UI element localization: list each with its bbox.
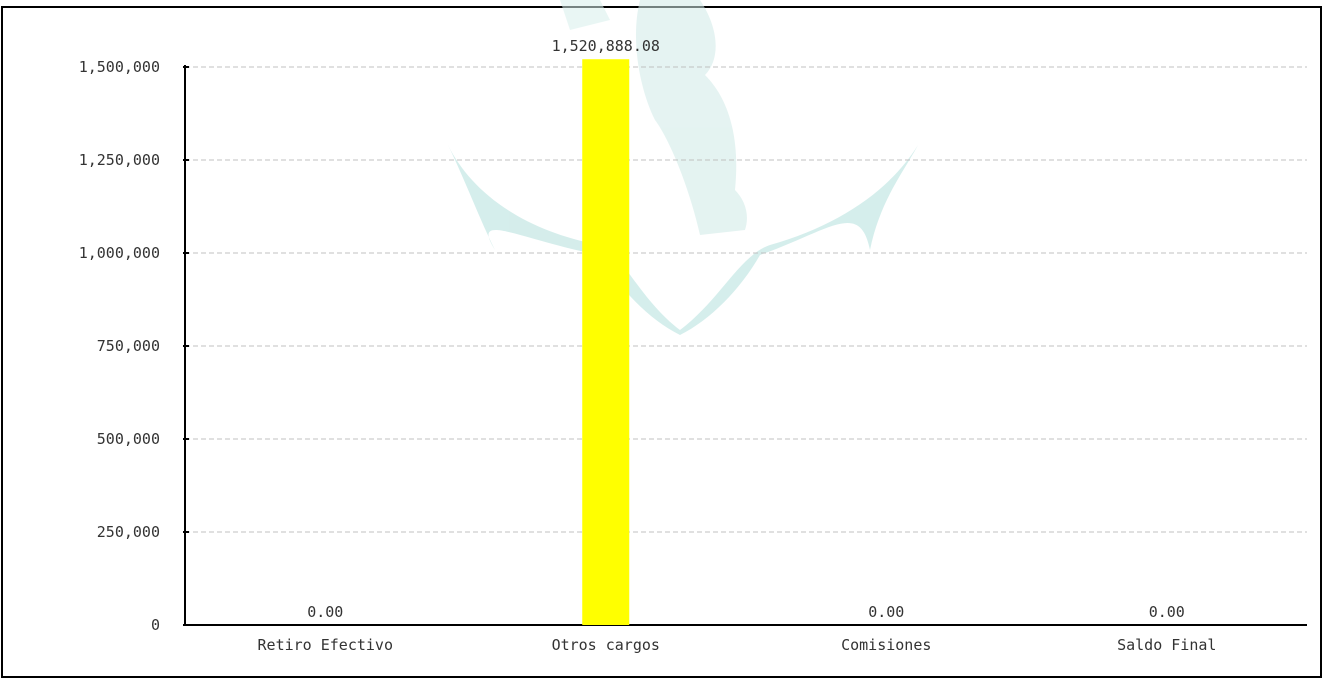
bars [582, 59, 630, 626]
y-tick-label: 1,500,000 [79, 58, 160, 76]
data-labels: 0.00 1,520,888.08 0.00 0.00 [307, 37, 1185, 621]
chart-axes [183, 65, 1307, 626]
data-label: 0.00 [307, 603, 343, 621]
y-tick-label: 250,000 [97, 523, 160, 541]
data-label: 0.00 [1149, 603, 1185, 621]
category-label: Otros cargos [552, 636, 660, 654]
category-label: Saldo Final [1117, 636, 1216, 654]
category-label: Comisiones [841, 636, 931, 654]
y-tick-label: 750,000 [97, 337, 160, 355]
data-label: 1,520,888.08 [552, 37, 660, 55]
y-tick-label: 1,000,000 [79, 244, 160, 262]
category-label: Retiro Efectivo [258, 636, 393, 654]
grid-lines [185, 66, 1307, 533]
x-axis-category-labels: Retiro Efectivo Otros cargos Comisiones Sal… [258, 636, 1217, 654]
watermark-logo [448, 0, 918, 335]
bar [582, 59, 630, 626]
data-label: 0.00 [868, 603, 904, 621]
y-tick-label: 1,250,000 [79, 151, 160, 169]
y-axis-tick-labels: 0 250,000 500,000 750,000 1,000,000 1,250,000… [79, 58, 160, 634]
y-tick-label: 500,000 [97, 430, 160, 448]
y-tick-label: 0 [151, 616, 160, 634]
